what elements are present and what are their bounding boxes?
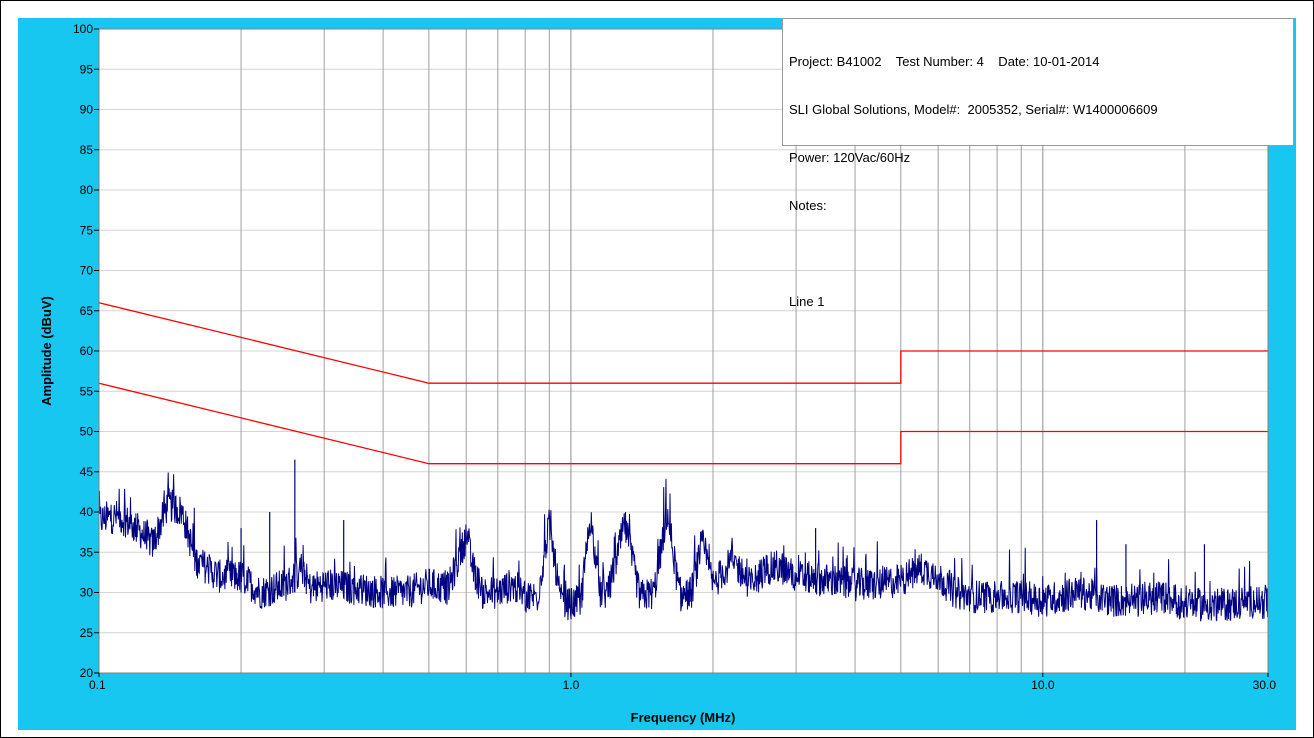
y-tick-label: 25 — [80, 626, 94, 640]
y-tick-label: 75 — [80, 223, 94, 237]
y-tick-label: 40 — [80, 505, 94, 519]
y-tick-label: 45 — [80, 465, 94, 479]
y-axis-ticks: 100 95 90 85 80 75 70 65 60 55 50 45 40 35 30 25 20 — [73, 22, 99, 680]
measurement-trace — [98, 459, 1269, 622]
y-tick-label: 90 — [80, 103, 94, 117]
y-tick-label: 65 — [80, 304, 94, 318]
x-axis-ticks: 0.1 1.0 10.0 30.0 — [89, 673, 1276, 692]
x-tick-label: 0.1 — [89, 678, 106, 692]
y-tick-label: 55 — [80, 384, 94, 398]
limit-line-average — [98, 382, 1268, 465]
info-notes-line: Notes: — [789, 198, 827, 213]
y-tick-label: 50 — [80, 425, 94, 439]
info-power-line: Power: 120Vac/60Hz — [789, 150, 911, 165]
y-tick-label: 35 — [80, 545, 94, 559]
y-tick-label: 30 — [80, 586, 94, 600]
y-tick-label: 70 — [80, 264, 94, 278]
trace-line — [98, 472, 1269, 622]
info-project-line: Project: B41002 Test Number: 4 Date: 10-… — [789, 54, 1100, 69]
limit-line-quasi-peak — [98, 302, 1268, 384]
y-tick-label: 80 — [80, 183, 94, 197]
y-tick-label: 60 — [80, 344, 94, 358]
test-info-box: Project: B41002 Test Number: 4 Date: 10-… — [782, 18, 1294, 309]
y-axis-title: Amplitude (dBuV) — [39, 296, 54, 406]
info-blank-line — [789, 246, 1293, 262]
x-tick-label: 10.0 — [1031, 678, 1055, 692]
y-tick-label: 20 — [80, 666, 94, 680]
info-model-line: SLI Global Solutions, Model#: 2005352, S… — [789, 102, 1158, 117]
x-tick-label: 1.0 — [563, 678, 580, 692]
info-line-id: Line 1 — [789, 294, 825, 309]
x-axis-title: Frequency (MHz) — [631, 710, 736, 725]
y-tick-label: 95 — [80, 62, 94, 76]
y-tick-label: 85 — [80, 143, 94, 157]
y-tick-label: 100 — [73, 22, 93, 36]
x-tick-label: 30.0 — [1253, 678, 1277, 692]
limit-lines — [98, 302, 1268, 465]
